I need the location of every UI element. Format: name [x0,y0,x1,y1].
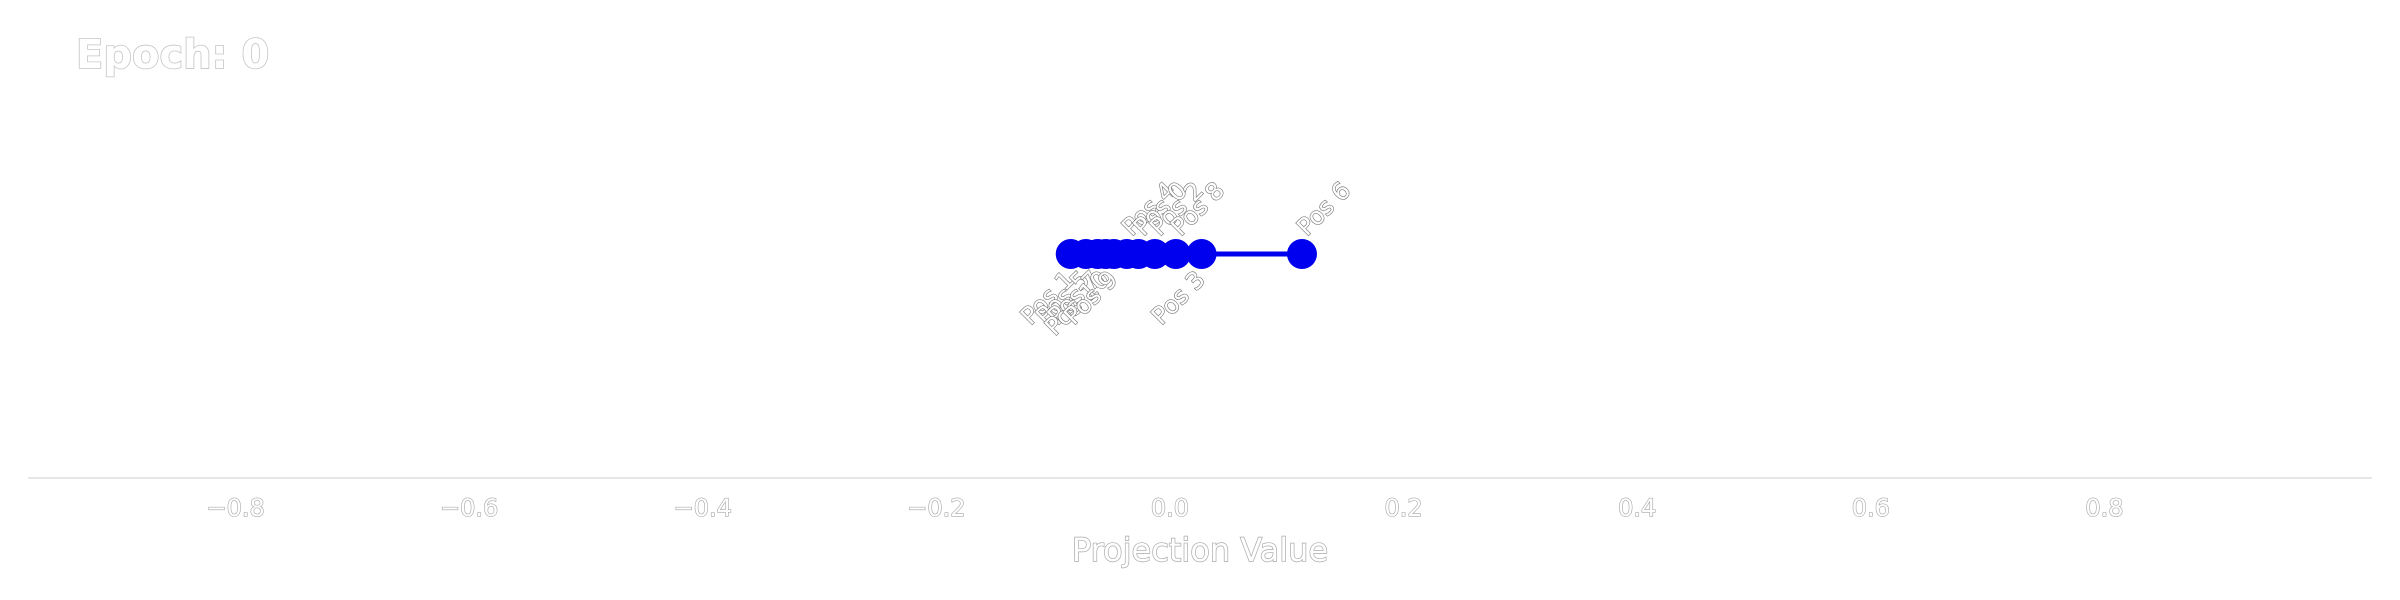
data-point [1160,239,1191,269]
data-point [1286,239,1317,269]
data-point-label: Pos 3 [1146,265,1211,330]
data-point [1186,239,1217,269]
x-axis-title: Projection Value [1072,531,1328,569]
data-point [1139,239,1170,269]
x-tick-label: 0.0 [1151,494,1189,522]
data-point-label: Pos 6 [1291,176,1356,241]
x-tick-label: 0.2 [1385,494,1423,522]
x-tick-label: −0.6 [440,494,498,522]
x-tick-label: −0.4 [674,494,732,522]
x-axis-ticks: −0.8 −0.6 −0.4 −0.2 0.0 0.2 0.4 0.6 0.8 [206,493,2124,522]
x-tick-label: 0.4 [1618,494,1656,522]
x-tick-label: 0.8 [2085,494,2123,522]
x-tick-label: 0.6 [1852,494,1890,522]
x-tick-label: −0.8 [206,494,264,522]
x-tick-label: −0.2 [907,494,965,522]
epoch-title: Epoch: 0 [76,32,269,78]
